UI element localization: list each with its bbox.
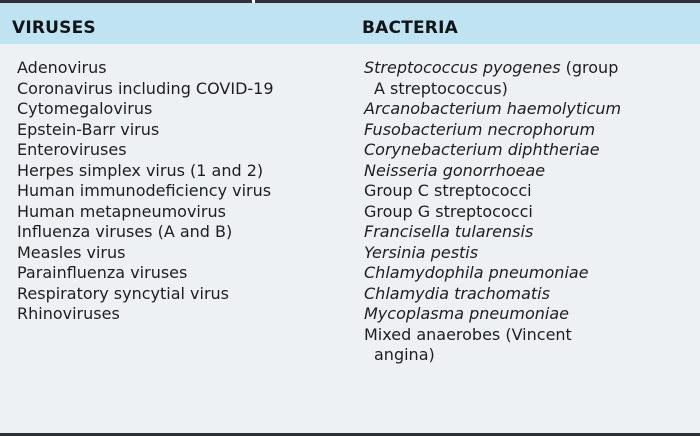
virus-item: Human metapneumovirus (17, 201, 226, 221)
bacteria-item: Yersinia pestis (364, 242, 479, 262)
bacteria-item: Francisella tularensis (364, 222, 534, 241)
top-rule (0, 0, 700, 3)
header-viruses: VIRUSES (12, 18, 96, 38)
bacteria-item: Group C streptococci (364, 181, 532, 200)
virus-item: Epstein-Barr virus (17, 119, 160, 139)
virus-item: Enteroviruses (17, 140, 127, 159)
bacteria-item: Chlamydia trachomatis (364, 283, 550, 303)
bacteria-item: Group G streptococci (364, 201, 533, 221)
virus-item: Rhinoviruses (17, 304, 120, 323)
bacteria-name: Mixed anaerobes (Vincent (364, 324, 572, 344)
virus-item: Herpes simplex virus (1 and 2) (17, 160, 264, 180)
virus-item: Cytomegalovirus (17, 99, 153, 118)
bacteria-note-continued: A streptococcus) (374, 78, 508, 98)
virus-item: Parainfluenza viruses (17, 263, 188, 282)
bacteria-item: Fusobacterium necrophorum (364, 119, 596, 139)
virus-list: Adenovirus Coronavirus including COVID-1… (17, 58, 352, 325)
bottom-rule (0, 433, 700, 436)
table-header: VIRUSES BACTERIA (0, 3, 700, 44)
virus-item: Influenza viruses (A and B) (17, 222, 233, 241)
bacteria-note-continued: angina) (374, 345, 435, 364)
virus-item: Measles virus (17, 242, 126, 262)
bacteria-list: Streptococcus pyogenes (group A streptoc… (364, 58, 694, 366)
bacteria-item: Chlamydophila pneumoniae (364, 263, 589, 282)
virus-item: Human immunodeficiency virus (17, 181, 272, 200)
virus-item: Respiratory syncytial virus (17, 283, 229, 303)
bacteria-item: Mixed anaerobes (Vincent angina) (364, 325, 694, 366)
bacteria-item: Arcanobacterium haemolyticum (364, 99, 622, 118)
bacteria-item: Mycoplasma pneumoniae (364, 304, 569, 323)
bacteria-item: Corynebacterium diphtheriae (364, 140, 600, 159)
bacteria-note: (group (560, 58, 619, 77)
bacteria-name: Streptococcus pyogenes (364, 58, 561, 77)
header-bacteria: BACTERIA (362, 18, 458, 38)
virus-item: Coronavirus including COVID-19 (17, 78, 274, 98)
bacteria-item: Streptococcus pyogenes (group A streptoc… (364, 58, 694, 99)
virus-item: Adenovirus (17, 58, 107, 77)
bacteria-item: Neisseria gonorrhoeae (364, 160, 546, 180)
